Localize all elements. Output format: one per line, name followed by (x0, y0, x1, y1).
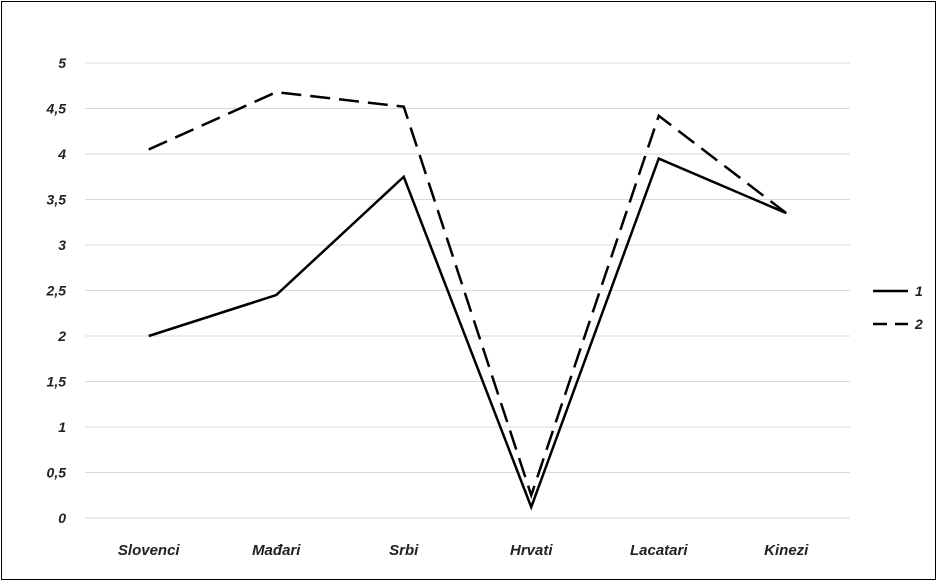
x-tick-label: Slovenci (118, 542, 181, 559)
y-tick-label: 0 (58, 510, 66, 526)
x-tick-label: Srbi (389, 542, 419, 559)
x-tick-label: Hrvati (510, 542, 553, 559)
y-tick-label: 4,5 (46, 101, 67, 117)
y-tick-label: 2 (57, 328, 66, 344)
series-2-line (149, 92, 787, 495)
y-tick-label: 2,5 (46, 283, 67, 299)
y-tick-label: 5 (58, 55, 66, 71)
y-tick-label: 4 (57, 146, 66, 162)
legend-label: 2 (914, 316, 923, 332)
legend-label: 1 (915, 283, 923, 299)
x-tick-label: Mađari (252, 542, 301, 559)
y-tick-label: 3,5 (47, 192, 67, 208)
series-1-line (149, 159, 787, 508)
y-tick-label: 1,5 (47, 374, 67, 390)
grid-layer (85, 63, 850, 518)
x-tick-label: Kinezi (764, 542, 809, 559)
y-tick-label: 1 (58, 419, 66, 435)
y-axis-ticks: 0 0,5 1 1,5 2 2,5 3 3,5 4 4,5 5 (46, 55, 67, 526)
legend: 12 (873, 283, 923, 332)
x-tick-label: Lacatari (630, 542, 688, 559)
x-axis-ticks: Slovenci Mađari Srbi Hrvati Lacatari Kinezi (118, 542, 809, 559)
y-tick-label: 0,5 (47, 465, 67, 481)
y-tick-label: 3 (58, 237, 66, 253)
